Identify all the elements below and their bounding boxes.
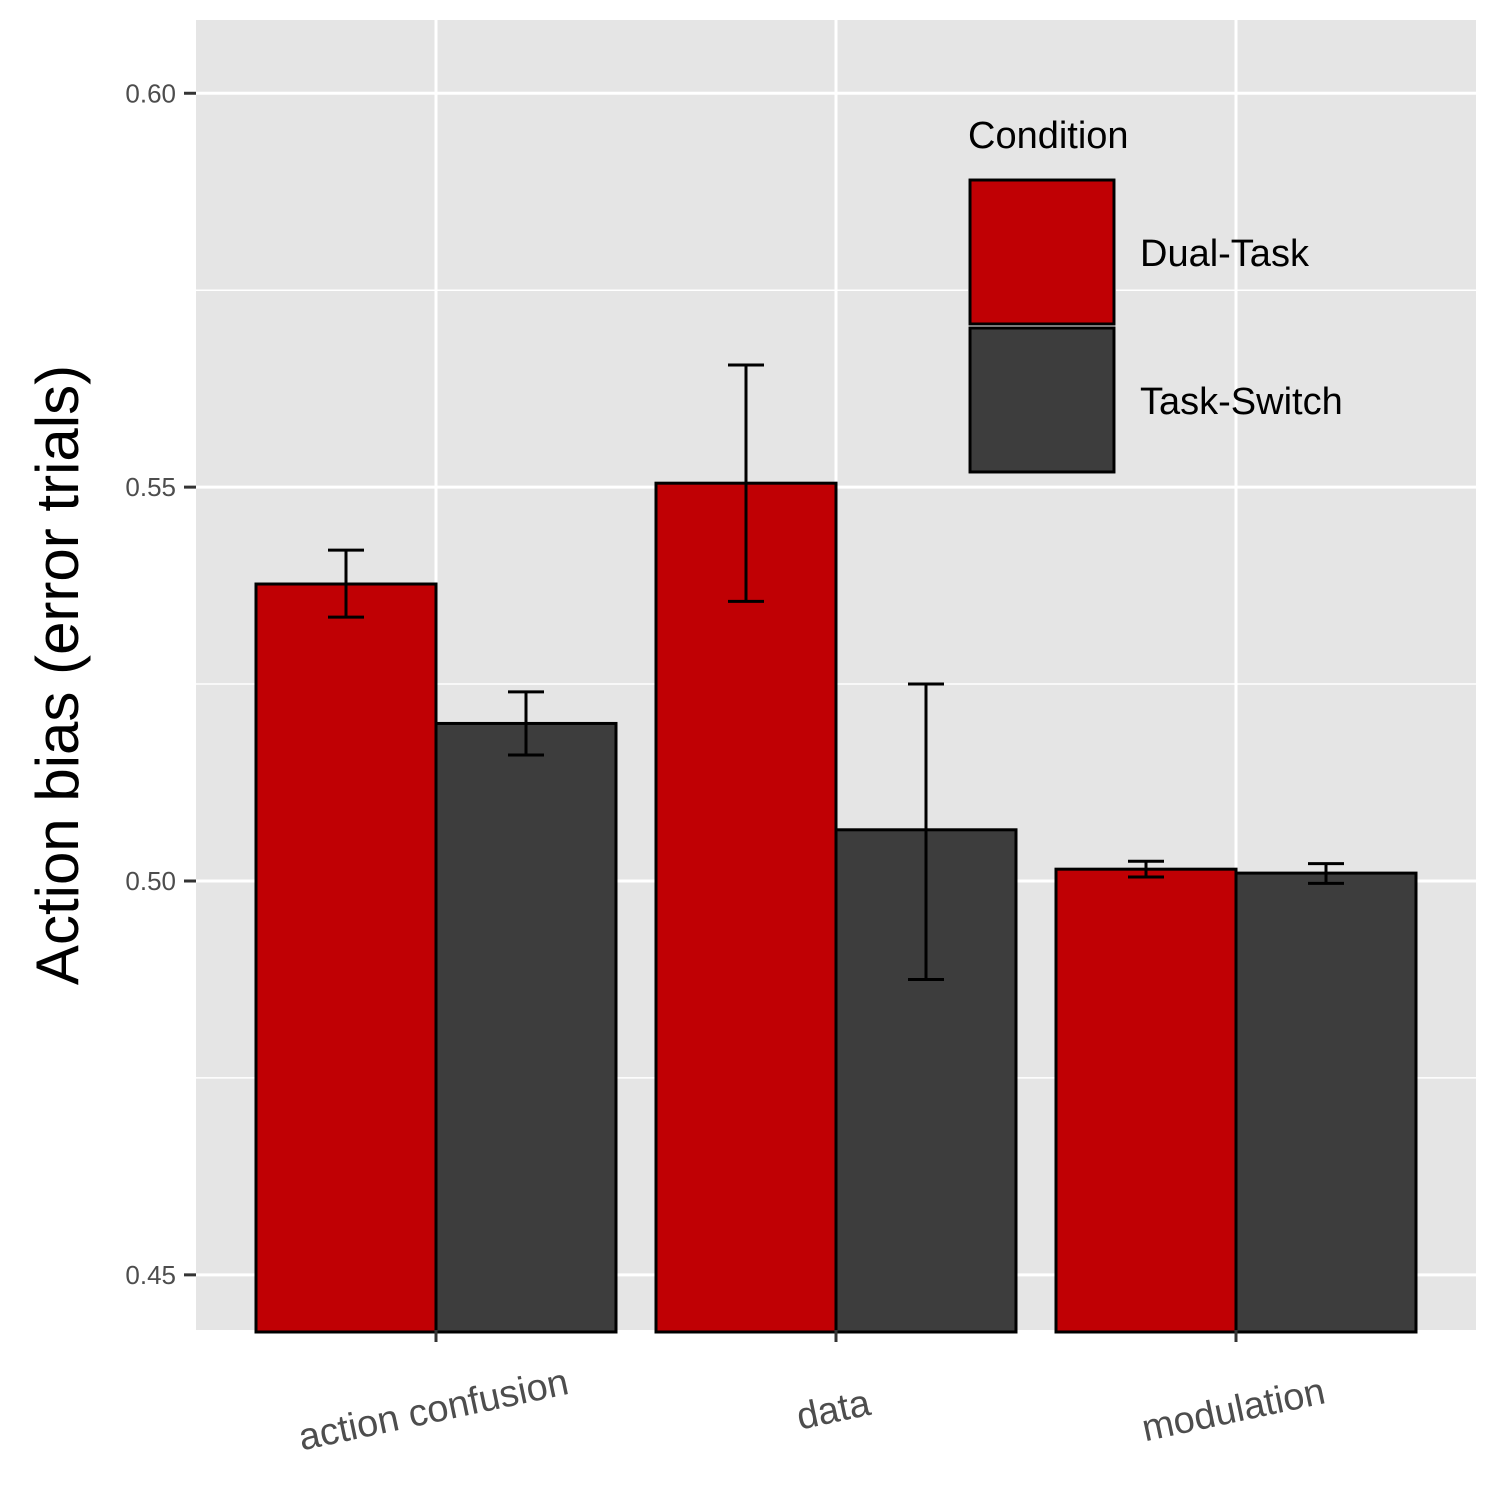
y-tick-label: 0.45 bbox=[125, 1260, 176, 1290]
x-tick-label: action confusion bbox=[295, 1361, 572, 1459]
x-axis: action confusion data modulation bbox=[295, 1330, 1329, 1459]
legend-key-swatch bbox=[968, 178, 1116, 326]
bar bbox=[654, 481, 838, 1334]
y-tick-label: 0.50 bbox=[125, 866, 176, 896]
legend: Condition Dual-Task Task-Switch bbox=[968, 115, 1343, 474]
bars bbox=[254, 481, 1418, 1334]
error-bars bbox=[328, 363, 1344, 981]
y-axis: 0.45 0.50 0.55 0.60 bbox=[125, 78, 196, 1290]
y-tick-label: 0.60 bbox=[125, 78, 176, 108]
bar bbox=[1234, 871, 1418, 1334]
legend-key-swatch bbox=[968, 326, 1116, 474]
legend-title: Condition bbox=[968, 115, 1129, 157]
y-tick-label: 0.55 bbox=[125, 472, 176, 502]
bar bbox=[434, 721, 618, 1334]
legend-label: Task-Switch bbox=[1140, 381, 1343, 423]
x-tick-label: data bbox=[793, 1382, 875, 1439]
y-axis-label: Action bias (error trials) bbox=[24, 365, 91, 985]
legend-items: Dual-Task Task-Switch bbox=[968, 178, 1343, 474]
bar bbox=[254, 582, 438, 1334]
legend-label: Dual-Task bbox=[1140, 233, 1310, 275]
x-tick-label: modulation bbox=[1138, 1370, 1329, 1450]
bar bbox=[1054, 867, 1238, 1334]
